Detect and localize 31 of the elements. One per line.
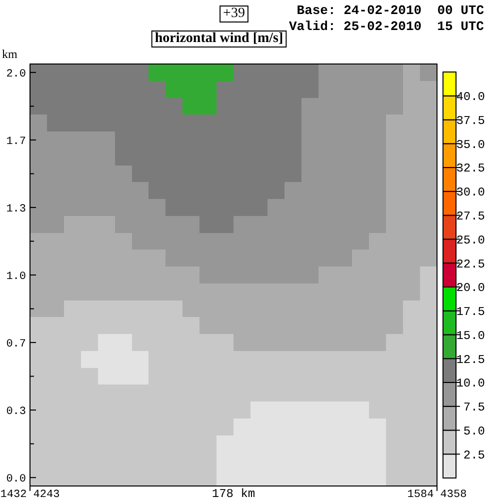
text: Valid: 25-02-2010 15 UTC [288, 19, 484, 34]
color-bar-label: 37.5 [456, 114, 485, 128]
y-tick-label: 1.3 [6, 203, 26, 216]
color-bar-label: 25.0 [456, 233, 485, 248]
color-bar-label: 35.0 [456, 138, 485, 152]
text: +39 [223, 6, 245, 21]
color-bar-label: 40.0 [456, 90, 485, 104]
color-bar-label: 20.0 [456, 281, 485, 296]
chart-title: horizontal wind [m/s] [154, 31, 284, 46]
text: Base: 24-02-2010 00 UTC [296, 3, 484, 18]
text: 1432 4243 [0, 489, 60, 499]
y-tick-label: 0.0 [6, 473, 26, 486]
y-tick-label: 0.3 [6, 406, 26, 418]
text: 1584 4358 [407, 489, 467, 499]
y-tick-label: 1.7 [6, 136, 26, 148]
color-bar-label: 12.5 [456, 352, 485, 367]
color-bar-label: 27.5 [456, 209, 485, 224]
color-bar-label: 10.0 [456, 376, 485, 391]
color-bar-label: 17.5 [456, 305, 485, 320]
y-tick-label: 0.7 [6, 338, 26, 350]
y-axis-title: km [2, 47, 18, 61]
color-bar-label: 32.5 [456, 162, 485, 176]
color-bar-label: 15.0 [456, 328, 485, 343]
color-bar-label: 5.0 [463, 424, 485, 438]
y-tick-label: 2.0 [6, 68, 26, 80]
x-axis-title: 178 km [212, 487, 256, 499]
color-bar-label: 22.5 [456, 257, 485, 272]
color-bar-label: 30.0 [456, 186, 485, 200]
color-bar-label: 2.5 [463, 448, 485, 462]
y-tick-label: 1.0 [6, 270, 26, 283]
color-bar-label: 7.5 [463, 400, 485, 415]
